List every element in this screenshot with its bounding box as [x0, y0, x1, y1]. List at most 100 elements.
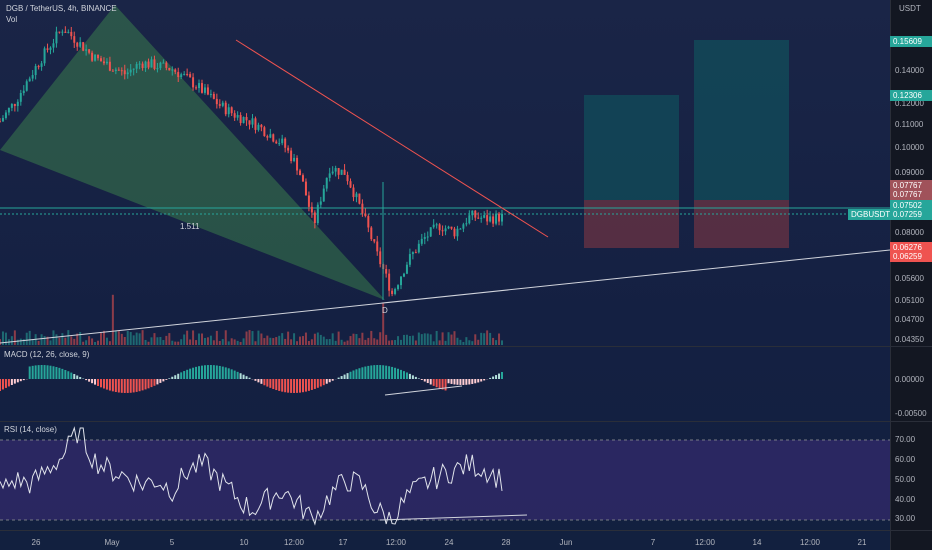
- volume-bar: [49, 340, 52, 345]
- time-tick: 10: [239, 538, 249, 547]
- time-tick: 7: [650, 538, 656, 547]
- candle-body: [385, 269, 388, 274]
- price-chart[interactable]: DGB / TetherUS, 4h, BINANCE Vol MACD (12…: [0, 0, 890, 550]
- volume-bar: [456, 337, 459, 345]
- candle-body: [391, 290, 394, 294]
- macd-bar: [192, 367, 195, 379]
- candle-body: [85, 49, 88, 51]
- macd-bar: [245, 376, 248, 379]
- volume-bar: [203, 337, 206, 345]
- candle-body: [260, 124, 263, 128]
- volume-bar: [287, 331, 290, 345]
- candle-body: [405, 264, 408, 274]
- rsi-tick: 70.00: [895, 435, 916, 444]
- target-zone-2: [694, 40, 789, 200]
- candle-body: [411, 252, 414, 255]
- candle-body: [67, 31, 70, 33]
- volume-bar: [498, 333, 501, 345]
- volume-bar: [423, 333, 426, 345]
- candle-body: [304, 181, 307, 196]
- macd-bar: [254, 379, 257, 381]
- candle-body: [183, 73, 186, 75]
- macd-bar: [67, 371, 70, 379]
- candle-body: [76, 42, 79, 47]
- macd-bar: [70, 372, 73, 379]
- volume-bar: [272, 338, 275, 345]
- macd-legend[interactable]: MACD (12, 26, close, 9): [4, 350, 90, 359]
- candle-body: [147, 61, 150, 68]
- candle-body: [254, 118, 257, 130]
- candle-body: [492, 216, 495, 224]
- macd-bar: [385, 365, 388, 379]
- macd-bar: [19, 379, 22, 382]
- macd-bar: [352, 370, 355, 379]
- volume-bar: [420, 334, 423, 345]
- rsi-legend[interactable]: RSI (14, close): [4, 425, 57, 434]
- macd-bar: [168, 378, 171, 379]
- macd-bar: [198, 366, 201, 379]
- candle-body: [307, 195, 310, 207]
- macd-bar: [379, 365, 382, 379]
- price-scale[interactable]: USDT 0.160000.140000.120000.110000.10000…: [890, 0, 932, 550]
- support-trendline: [0, 249, 890, 344]
- candle-body: [474, 210, 477, 218]
- volume-bar: [438, 340, 441, 345]
- rsi-line: [0, 426, 503, 526]
- price-tick: 0.08000: [895, 228, 924, 237]
- rsi-tick: 40.00: [895, 495, 916, 504]
- macd-bar: [400, 369, 403, 379]
- volume-bar: [405, 334, 408, 345]
- volume-bar: [159, 336, 162, 345]
- volume-bar: [144, 339, 147, 345]
- price-tick: 0.14000: [895, 66, 924, 75]
- macd-bar: [206, 365, 209, 379]
- volume-bar: [382, 302, 385, 345]
- candle-body: [394, 289, 397, 294]
- price-tick: 0.04350: [895, 335, 924, 344]
- candle-body: [16, 101, 19, 107]
- time-axis-separator: [0, 530, 932, 531]
- macd-bar: [388, 366, 391, 379]
- volume-bar: [215, 330, 218, 345]
- macd-bar: [99, 379, 102, 388]
- candle-body: [135, 64, 138, 69]
- macd-separator[interactable]: [0, 346, 932, 347]
- time-tick: 14: [752, 538, 762, 547]
- volume-legend[interactable]: Vol: [6, 15, 18, 24]
- macd-bar: [85, 379, 88, 381]
- macd-bar: [465, 379, 468, 385]
- candle-body: [322, 188, 325, 202]
- candle-body: [269, 134, 272, 138]
- candle-body: [319, 201, 322, 205]
- candle-body: [313, 212, 316, 224]
- volume-bar: [67, 330, 70, 345]
- volume-bar: [224, 330, 227, 345]
- volume-bar: [114, 331, 117, 345]
- candle-body: [358, 193, 361, 204]
- macd-bar: [28, 366, 31, 379]
- volume-bar: [251, 331, 254, 345]
- symbol-legend[interactable]: DGB / TetherUS, 4h, BINANCE: [6, 4, 117, 13]
- macd-bar: [426, 379, 429, 384]
- candle-body: [212, 93, 215, 99]
- candle-body: [126, 72, 129, 75]
- volume-bar: [465, 337, 468, 345]
- macd-bar: [325, 379, 328, 384]
- candle-body: [435, 224, 438, 226]
- rsi-separator[interactable]: [0, 421, 932, 422]
- volume-bar: [501, 340, 503, 345]
- candle-body: [420, 238, 423, 244]
- time-tick: May: [104, 538, 120, 547]
- volume-bar: [212, 340, 215, 345]
- volume-bar: [394, 340, 397, 345]
- macd-bar: [73, 374, 76, 379]
- volume-bar: [257, 330, 260, 345]
- candle-body: [43, 48, 46, 64]
- volume-bar: [266, 335, 269, 345]
- macd-bar: [162, 379, 165, 382]
- volume-bar: [459, 339, 462, 345]
- volume-bar: [46, 336, 49, 345]
- volume-bar: [408, 335, 411, 345]
- price-tick: 0.10000: [895, 143, 924, 152]
- price-tick: 0.04700: [895, 315, 924, 324]
